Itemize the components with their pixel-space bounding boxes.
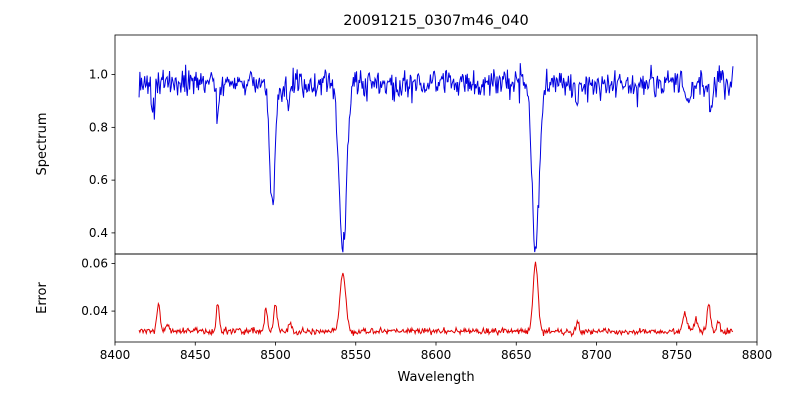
x-tick-label: 8600 [421, 348, 452, 362]
y-tick-label: 0.06 [81, 257, 108, 271]
x-tick-label: 8500 [260, 348, 291, 362]
spectrum-y-axis-label: Spectrum [35, 113, 50, 176]
ticks-layer: 8400 8450 8500 8550 8600 8650 8700 8750 8800 0.4 0… [81, 68, 772, 362]
error-y-axis-label: Error [35, 282, 50, 314]
x-tick-label: 8550 [340, 348, 371, 362]
x-axis-label: Wavelength [397, 370, 474, 385]
y-tick-label: 0.6 [89, 173, 108, 187]
x-tick-label: 8400 [100, 348, 131, 362]
x-tick-label: 8700 [581, 348, 612, 362]
y-tick-label: 1.0 [89, 68, 108, 82]
x-tick-label: 8750 [661, 348, 692, 362]
x-tick-label: 8800 [742, 348, 773, 362]
error-line [138, 261, 734, 338]
series-layer [138, 63, 734, 338]
y-tick-label: 0.4 [89, 226, 108, 240]
x-tick-label: 8450 [180, 348, 211, 362]
x-tick-label: 8650 [501, 348, 532, 362]
y-tick-label: 0.04 [81, 304, 108, 318]
y-tick-label: 0.8 [89, 120, 108, 134]
chart-title: 20091215_0307m46_040 [343, 13, 528, 29]
spectrum-line [138, 63, 734, 253]
spectrum-panel-frame [114, 34, 758, 255]
